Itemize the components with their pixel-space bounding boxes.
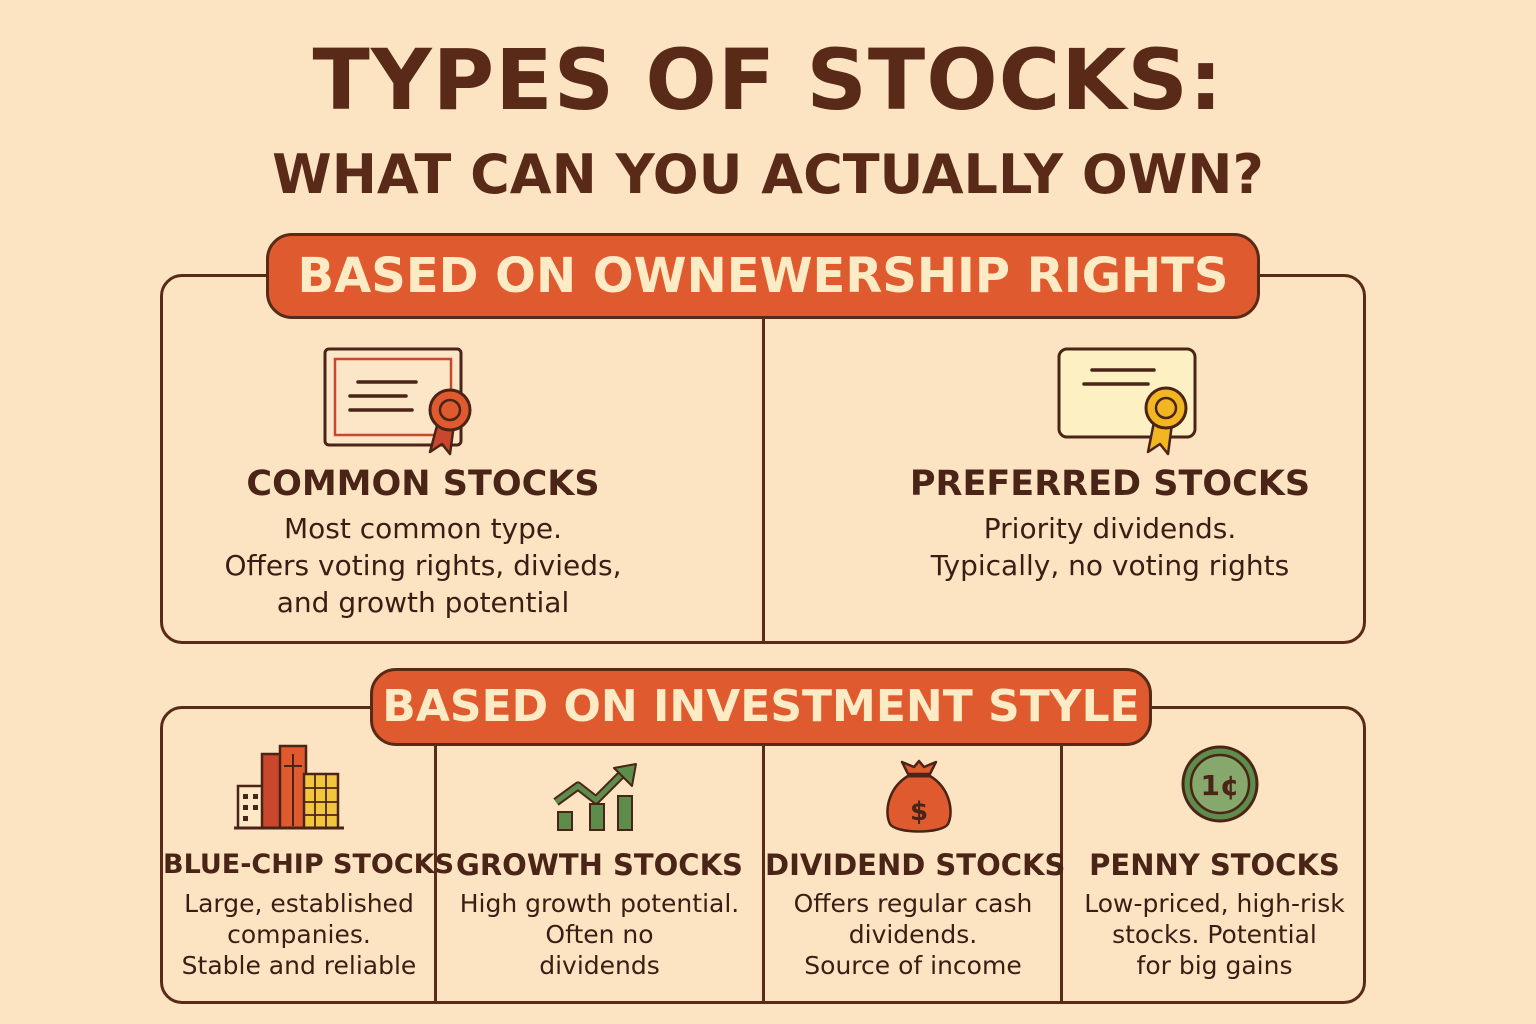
blue-chip-title: BLUE-CHIP STOCKS <box>163 849 455 880</box>
page-subtitle: WHAT CAN YOU ACTUALLY OWN? <box>272 143 1264 206</box>
growth-stocks-card: GROWTH STOCKS High growth potential. Oft… <box>437 846 762 981</box>
page-title: TYPES OF STOCKS: <box>312 31 1224 129</box>
growth-stocks-title: GROWTH STOCKS <box>456 848 743 882</box>
style-divider-1 <box>434 742 437 1004</box>
penny-stocks-card: PENNY STOCKS Low-priced, high-risk stock… <box>1063 846 1366 981</box>
blue-chip-card: BLUE-CHIP STOCKS Large, established comp… <box>163 846 455 981</box>
dollar-sign: $ <box>910 797 928 827</box>
certificate-icon <box>323 347 472 456</box>
blue-chip-description: Large, established companies. Stable and… <box>181 889 417 980</box>
preferred-stocks-title: PREFERRED STOCKS <box>909 464 1311 504</box>
preferred-stocks-description: Priority dividends. Typically, no voting… <box>930 512 1290 582</box>
style-divider-3 <box>1060 742 1063 1004</box>
growth-stocks-description: High growth potential. Often no dividend… <box>459 889 740 980</box>
penny-stocks-description: Low-priced, high-risk stocks. Potential … <box>1084 889 1345 980</box>
growth-chart-icon <box>553 763 637 831</box>
certificate-icon <box>1057 347 1197 456</box>
style-banner: BASED ON INVESTMENT STYLE <box>370 668 1152 746</box>
dividend-stocks-card: DIVIDEND STOCKS Offers regular cash divi… <box>765 846 1066 981</box>
penny-symbol: 1¢ <box>1201 769 1240 802</box>
preferred-stocks-card: PREFERRED STOCKS Priority dividends. Typ… <box>850 462 1370 584</box>
money-bag-icon: $ <box>886 759 952 833</box>
style-divider-2 <box>762 742 765 1004</box>
dividend-stocks-description: Offers regular cash dividends. Source of… <box>793 889 1033 980</box>
penny-stocks-title: PENNY STOCKS <box>1089 848 1340 882</box>
dividend-stocks-title: DIVIDEND STOCKS <box>765 848 1066 882</box>
common-stocks-card: COMMON STOCKS Most common type. Offers v… <box>163 462 683 621</box>
buildings-icon <box>234 744 344 830</box>
common-stocks-title: COMMON STOCKS <box>246 464 600 504</box>
ownership-banner: BASED ON OWNEWERSHIP RIGHTS <box>266 233 1260 319</box>
ownership-divider <box>762 318 765 644</box>
common-stocks-description: Most common type. Offers voting rights, … <box>224 512 622 619</box>
penny-coin-icon: 1¢ <box>1181 745 1259 823</box>
